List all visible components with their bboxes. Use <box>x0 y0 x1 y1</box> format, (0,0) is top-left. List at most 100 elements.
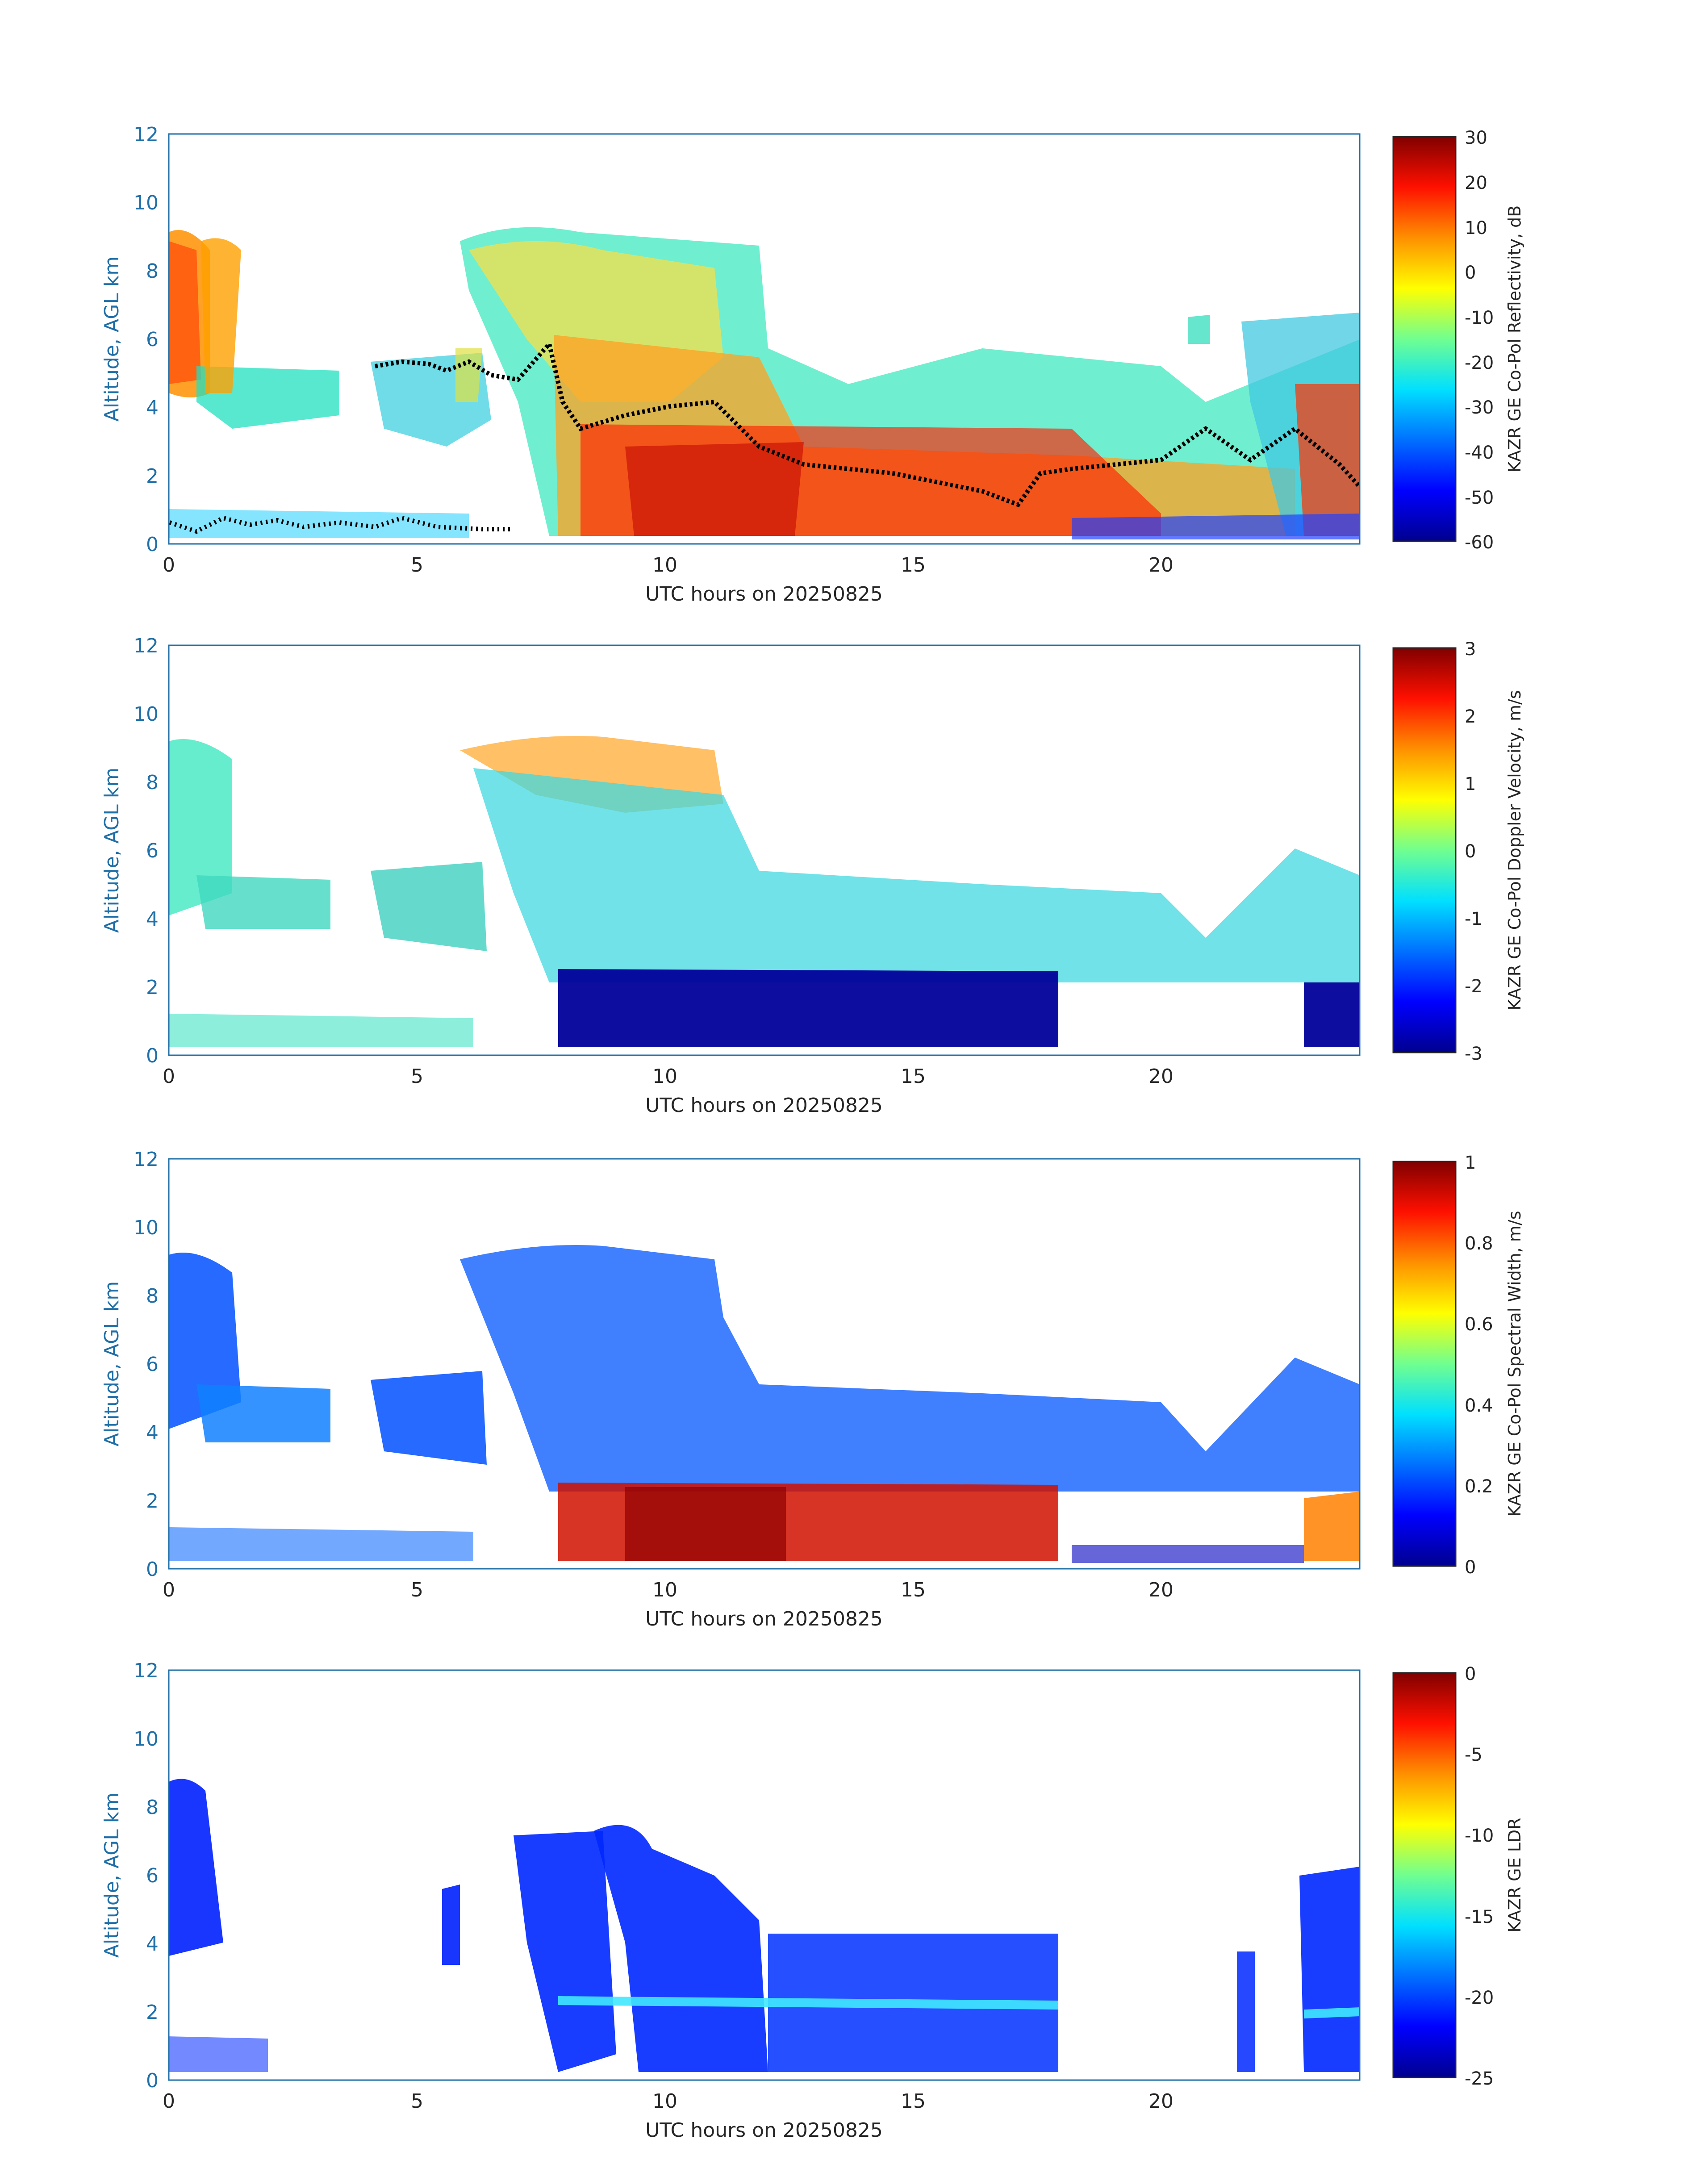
xtick-label: 5 <box>411 554 423 577</box>
ytick-label: 12 <box>134 1148 159 1171</box>
x-ticks-4: 0 5 10 15 20 <box>163 2090 1173 2113</box>
xtick-label: 0 <box>163 1065 175 1088</box>
ytick-label: 10 <box>134 703 159 726</box>
ytick-label: 0 <box>146 2069 159 2092</box>
ytick-label: 4 <box>146 1933 159 1956</box>
colorbar-tick: -3 <box>1465 1044 1482 1064</box>
ytick-label: 10 <box>134 1728 159 1751</box>
heatmap-field-1 <box>169 227 1360 539</box>
xtick-label: 10 <box>652 1065 677 1088</box>
colorbar-label: KAZR GE Co-Pol Spectral Width, m/s <box>1505 1211 1524 1517</box>
ytick-label: 8 <box>146 1796 159 1819</box>
y-ticks-4: 0 2 4 6 8 10 12 <box>134 1659 159 2092</box>
colorbar-label: KAZR GE LDR <box>1505 1818 1524 1932</box>
colorbar-tick: -20 <box>1465 353 1494 373</box>
ytick-label: 2 <box>146 2001 159 2024</box>
colorbar-tick: 3 <box>1465 639 1476 660</box>
colorbar-tick: 0 <box>1465 263 1476 283</box>
colorbar-tick: -2 <box>1465 976 1482 997</box>
x-axis-label: UTC hours on 20250825 <box>645 2119 883 2142</box>
colorbar-label: KAZR GE Co-Pol Reflectivity, dB <box>1505 205 1524 472</box>
colorbar-tick: -15 <box>1465 1907 1494 1927</box>
colorbar-tick: -30 <box>1465 397 1494 418</box>
y-axis-label: Altitude, AGL km <box>100 768 123 933</box>
ytick-label: 12 <box>134 123 159 146</box>
xtick-label: 5 <box>411 1065 423 1088</box>
colorbar-tick: 0.2 <box>1465 1476 1493 1497</box>
ytick-label: 6 <box>146 840 159 862</box>
colorbar-tick: 0 <box>1465 841 1476 862</box>
y-ticks-1: 0 2 4 6 8 10 12 <box>134 123 159 556</box>
ytick-label: 4 <box>146 908 159 931</box>
xtick-label: 10 <box>652 1579 677 1601</box>
colorbar-3: 1 0.8 0.6 0.4 0.2 0 KAZR GE Co-Pol Spect… <box>1392 1153 1524 1578</box>
colorbar-tick: 20 <box>1465 173 1487 193</box>
colorbar-tick: 0.6 <box>1465 1314 1493 1335</box>
x-ticks-1: 0 5 10 15 20 <box>163 554 1173 577</box>
colorbar-tick: 0 <box>1465 1664 1476 1684</box>
ytick-label: 0 <box>146 1045 159 1067</box>
colorbar-label: KAZR GE Co-Pol Doppler Velocity, m/s <box>1505 690 1524 1010</box>
x-ticks-2: 0 5 10 15 20 <box>163 1065 1173 1088</box>
colorbar-tick: 2 <box>1465 706 1476 727</box>
xtick-label: 0 <box>163 554 175 577</box>
ytick-label: 10 <box>134 1216 159 1239</box>
plot-area-4 <box>168 1669 1361 2081</box>
xtick-label: 0 <box>163 2090 175 2113</box>
plot-area-2 <box>168 644 1361 1056</box>
panel-ldr: 0 2 4 6 8 10 12 0 5 10 15 20 UTC hours o… <box>100 1659 1524 2142</box>
y-axis-label: Altitude, AGL km <box>100 1793 123 1958</box>
cloud-base-dots <box>169 339 1361 534</box>
colorbar-tick: 1 <box>1465 1153 1476 1173</box>
xtick-label: 0 <box>163 1579 175 1601</box>
xtick-label: 5 <box>411 1579 423 1601</box>
colorbar-tick: -25 <box>1465 2068 1494 2089</box>
xtick-label: 5 <box>411 2090 423 2113</box>
colorbar-4: 0 -5 -10 -15 -20 -25 KAZR GE LDR <box>1392 1664 1524 2089</box>
ytick-label: 12 <box>134 1659 159 1682</box>
xtick-label: 15 <box>901 2090 926 2113</box>
x-ticks-3: 0 5 10 15 20 <box>163 1579 1173 1601</box>
ytick-label: 2 <box>146 976 159 999</box>
panel-spectral-width: 0 2 4 6 8 10 12 0 5 10 15 20 UTC hours o… <box>100 1148 1524 1630</box>
xtick-label: 10 <box>652 2090 677 2113</box>
colorbar-tick: -10 <box>1465 1826 1494 1846</box>
xtick-label: 10 <box>652 554 677 577</box>
panel-doppler-velocity: 0 2 4 6 8 10 12 0 5 10 15 20 UTC hours o… <box>100 635 1524 1117</box>
y-ticks-3: 0 2 4 6 8 10 12 <box>134 1148 159 1581</box>
xtick-label: 20 <box>1148 1579 1173 1601</box>
colorbar-tick: 10 <box>1465 218 1487 238</box>
xtick-label: 15 <box>901 554 926 577</box>
x-axis-label: UTC hours on 20250825 <box>645 1608 883 1630</box>
colorbar-tick: -40 <box>1465 443 1494 463</box>
heatmap-field-2 <box>169 736 1360 1047</box>
ytick-label: 12 <box>134 635 159 657</box>
ytick-label: 8 <box>146 260 159 283</box>
x-axis-label: UTC hours on 20250825 <box>645 1094 883 1117</box>
colorbar-tick: -50 <box>1465 488 1494 508</box>
colorbar-tick: 0 <box>1465 1557 1476 1578</box>
plot-area-3 <box>168 1158 1361 1570</box>
ytick-label: 8 <box>146 771 159 794</box>
heatmap-field-4 <box>169 1779 1360 2072</box>
ytick-label: 4 <box>146 397 159 419</box>
ytick-label: 8 <box>146 1285 159 1308</box>
ytick-label: 6 <box>146 328 159 351</box>
xtick-label: 20 <box>1148 2090 1173 2113</box>
heatmap-field-3 <box>169 1245 1360 1563</box>
ytick-label: 2 <box>146 465 159 488</box>
colorbar-tick: -60 <box>1465 532 1494 553</box>
xtick-label: 20 <box>1148 554 1173 577</box>
colorbar-tick: 1 <box>1465 774 1476 794</box>
ytick-label: 4 <box>146 1421 159 1444</box>
ytick-label: 6 <box>146 1864 159 1887</box>
colorbar-tick: -10 <box>1465 308 1494 328</box>
xtick-label: 20 <box>1148 1065 1173 1088</box>
plot-area-1 <box>168 133 1361 545</box>
colorbar-tick: -20 <box>1465 1988 1494 2008</box>
y-axis-label: Altitude, AGL km <box>100 1281 123 1446</box>
x-axis-label: UTC hours on 20250825 <box>645 583 883 606</box>
ytick-label: 6 <box>146 1353 159 1376</box>
colorbar-1: 30 20 10 0 -10 -20 -30 -40 -50 -60 KAZR … <box>1392 128 1524 553</box>
